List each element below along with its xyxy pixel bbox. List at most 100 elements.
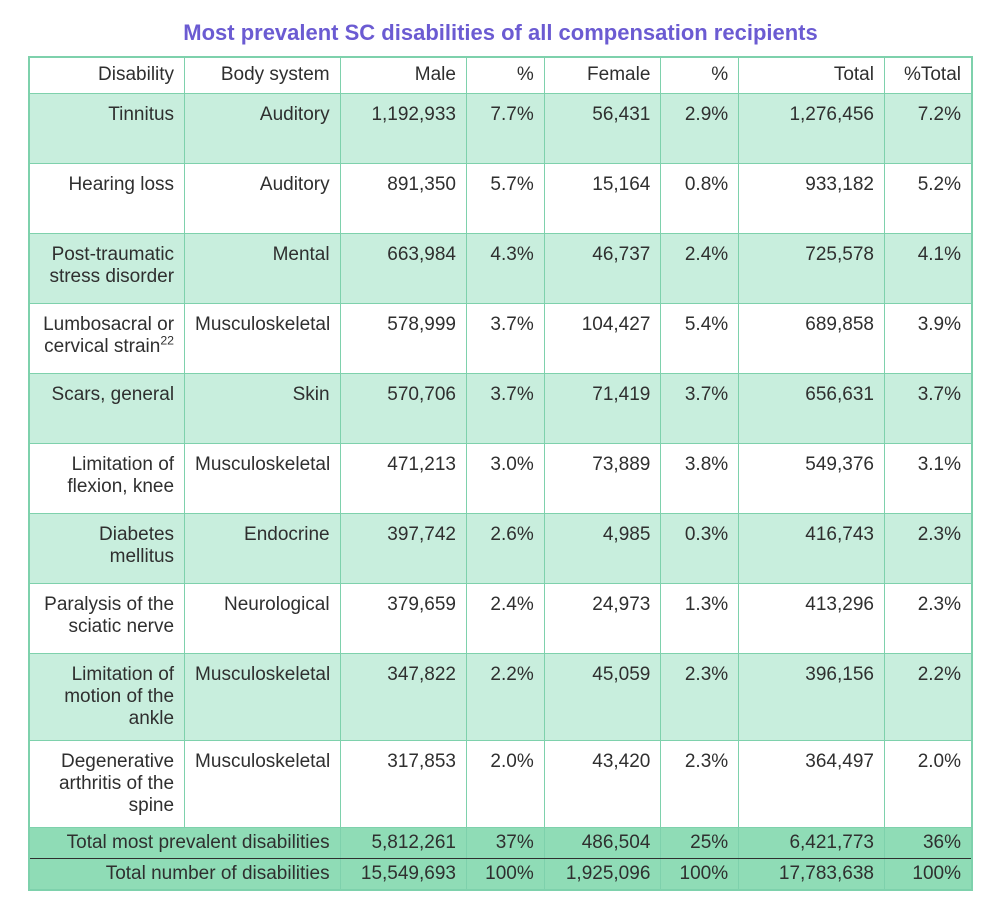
- cell-female_pct: 0.3%: [661, 513, 739, 583]
- cell-female: 56,431: [544, 93, 661, 163]
- cell-total_pct: 4.1%: [884, 233, 972, 303]
- cell-total_pct: 3.1%: [884, 443, 972, 513]
- footer-cell-total_pct: 100%: [884, 858, 972, 890]
- cell-total_pct: 2.0%: [884, 740, 972, 827]
- disabilities-table: DisabilityBody systemMale%Female%Total%T…: [28, 56, 973, 891]
- cell-body_system: Musculoskeletal: [185, 443, 341, 513]
- cell-female_pct: 3.8%: [661, 443, 739, 513]
- footer-cell-total_pct: 36%: [884, 827, 972, 858]
- cell-female: 73,889: [544, 443, 661, 513]
- table-row: TinnitusAuditory1,192,9337.7%56,4312.9%1…: [29, 93, 972, 163]
- cell-female: 46,737: [544, 233, 661, 303]
- table-head: DisabilityBody systemMale%Female%Total%T…: [29, 57, 972, 93]
- footer-label: Total number of disabilities: [29, 858, 340, 890]
- cell-total_pct: 2.3%: [884, 513, 972, 583]
- cell-male_pct: 3.7%: [466, 303, 544, 373]
- col-header-male_pct: %: [466, 57, 544, 93]
- table-row: Diabetes mellitusEndocrine397,7422.6%4,9…: [29, 513, 972, 583]
- cell-male: 397,742: [340, 513, 466, 583]
- cell-disability: Post-traumatic stress disorder: [29, 233, 185, 303]
- cell-male_pct: 2.2%: [466, 653, 544, 740]
- col-header-body_system: Body system: [185, 57, 341, 93]
- cell-female_pct: 2.3%: [661, 740, 739, 827]
- cell-male_pct: 2.6%: [466, 513, 544, 583]
- footer-cell-female: 486,504: [544, 827, 661, 858]
- table-body: TinnitusAuditory1,192,9337.7%56,4312.9%1…: [29, 93, 972, 827]
- cell-female_pct: 3.7%: [661, 373, 739, 443]
- table-row: Scars, generalSkin570,7063.7%71,4193.7%6…: [29, 373, 972, 443]
- cell-total_pct: 2.3%: [884, 583, 972, 653]
- cell-male_pct: 3.7%: [466, 373, 544, 443]
- col-header-total_pct: %Total: [884, 57, 972, 93]
- cell-female: 71,419: [544, 373, 661, 443]
- col-header-female_pct: %: [661, 57, 739, 93]
- cell-female_pct: 0.8%: [661, 163, 739, 233]
- table-foot: Total most prevalent disabilities5,812,2…: [29, 827, 972, 890]
- footer-cell-female_pct: 100%: [661, 858, 739, 890]
- cell-disability: Limitation of motion of the ankle: [29, 653, 185, 740]
- cell-female: 43,420: [544, 740, 661, 827]
- cell-male: 379,659: [340, 583, 466, 653]
- cell-female_pct: 2.9%: [661, 93, 739, 163]
- cell-disability: Degenerative arthritis of the spine: [29, 740, 185, 827]
- table-row: Paralysis of the sciatic nerveNeurologic…: [29, 583, 972, 653]
- table-row: Hearing lossAuditory891,3505.7%15,1640.8…: [29, 163, 972, 233]
- cell-male: 663,984: [340, 233, 466, 303]
- cell-body_system: Skin: [185, 373, 341, 443]
- cell-male: 317,853: [340, 740, 466, 827]
- cell-female: 4,985: [544, 513, 661, 583]
- cell-total_pct: 5.2%: [884, 163, 972, 233]
- cell-total_pct: 3.7%: [884, 373, 972, 443]
- footer-label: Total most prevalent disabilities: [29, 827, 340, 858]
- cell-total_pct: 7.2%: [884, 93, 972, 163]
- cell-body_system: Neurological: [185, 583, 341, 653]
- table-row: Degenerative arthritis of the spineMuscu…: [29, 740, 972, 827]
- cell-total: 416,743: [739, 513, 885, 583]
- cell-male_pct: 2.0%: [466, 740, 544, 827]
- cell-total: 549,376: [739, 443, 885, 513]
- col-header-disability: Disability: [29, 57, 185, 93]
- footer-cell-total: 17,783,638: [739, 858, 885, 890]
- table-title: Most prevalent SC disabilities of all co…: [28, 20, 973, 46]
- cell-male_pct: 4.3%: [466, 233, 544, 303]
- cell-total: 725,578: [739, 233, 885, 303]
- cell-disability: Limitation of flexion, knee: [29, 443, 185, 513]
- cell-male: 1,192,933: [340, 93, 466, 163]
- cell-total: 364,497: [739, 740, 885, 827]
- cell-male: 471,213: [340, 443, 466, 513]
- cell-body_system: Mental: [185, 233, 341, 303]
- cell-female: 24,973: [544, 583, 661, 653]
- cell-disability: Diabetes mellitus: [29, 513, 185, 583]
- cell-male_pct: 2.4%: [466, 583, 544, 653]
- footer-row: Total most prevalent disabilities5,812,2…: [29, 827, 972, 858]
- cell-male: 570,706: [340, 373, 466, 443]
- cell-body_system: Musculoskeletal: [185, 653, 341, 740]
- cell-disability: Scars, general: [29, 373, 185, 443]
- footer-cell-male_pct: 37%: [466, 827, 544, 858]
- cell-female: 15,164: [544, 163, 661, 233]
- cell-male: 578,999: [340, 303, 466, 373]
- cell-total_pct: 2.2%: [884, 653, 972, 740]
- col-header-female: Female: [544, 57, 661, 93]
- col-header-total: Total: [739, 57, 885, 93]
- cell-body_system: Auditory: [185, 163, 341, 233]
- cell-total: 689,858: [739, 303, 885, 373]
- cell-male_pct: 3.0%: [466, 443, 544, 513]
- cell-male: 891,350: [340, 163, 466, 233]
- cell-disability: Hearing loss: [29, 163, 185, 233]
- cell-female: 45,059: [544, 653, 661, 740]
- cell-female_pct: 2.3%: [661, 653, 739, 740]
- table-row: Post-traumatic stress disorderMental663,…: [29, 233, 972, 303]
- cell-total: 413,296: [739, 583, 885, 653]
- cell-disability: Tinnitus: [29, 93, 185, 163]
- cell-female_pct: 2.4%: [661, 233, 739, 303]
- cell-body_system: Musculoskeletal: [185, 303, 341, 373]
- cell-female: 104,427: [544, 303, 661, 373]
- cell-total: 933,182: [739, 163, 885, 233]
- footer-cell-total: 6,421,773: [739, 827, 885, 858]
- footer-row: Total number of disabilities15,549,69310…: [29, 858, 972, 890]
- col-header-male: Male: [340, 57, 466, 93]
- cell-female_pct: 1.3%: [661, 583, 739, 653]
- cell-body_system: Endocrine: [185, 513, 341, 583]
- cell-disability: Paralysis of the sciatic nerve: [29, 583, 185, 653]
